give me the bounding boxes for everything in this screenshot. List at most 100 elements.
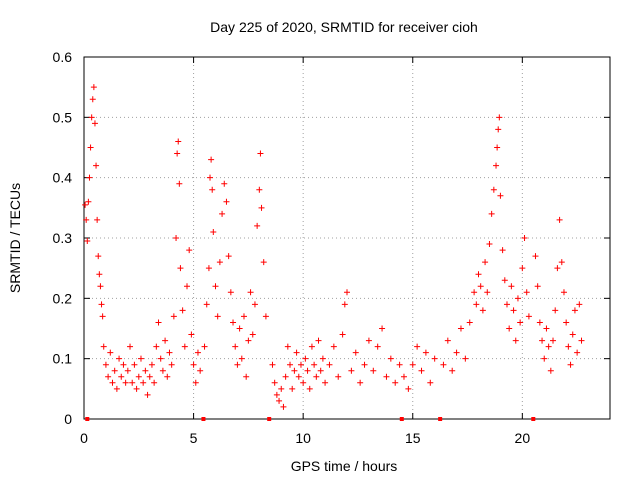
- data-point: [427, 379, 434, 386]
- grid-lines: [84, 57, 610, 419]
- data-point: [490, 186, 497, 193]
- data-point: [501, 277, 508, 284]
- data-point: [418, 367, 425, 374]
- data-point: [260, 259, 267, 266]
- y-tick-label: 0.4: [53, 170, 73, 186]
- data-point: [563, 319, 570, 326]
- data-point: [300, 379, 307, 386]
- data-point: [230, 319, 237, 326]
- data-point: [148, 361, 155, 368]
- data-point: [236, 325, 243, 332]
- data-point: [304, 367, 311, 374]
- data-point: [257, 150, 264, 157]
- x-tick-label: 10: [295, 430, 311, 446]
- data-point: [545, 343, 552, 350]
- data-point: [146, 373, 153, 380]
- data-point: [514, 295, 521, 302]
- data-point: [98, 301, 105, 308]
- data-point: [471, 289, 478, 296]
- data-point: [352, 349, 359, 356]
- data-point: [111, 367, 118, 374]
- data-point: [256, 186, 263, 193]
- data-point: [170, 313, 177, 320]
- data-point: [392, 379, 399, 386]
- data-point: [96, 271, 103, 278]
- data-point: [137, 355, 144, 362]
- data-point: [122, 379, 129, 386]
- data-point: [554, 265, 561, 272]
- data-point: [475, 271, 482, 278]
- data-point: [466, 319, 473, 326]
- data-point: [164, 373, 171, 380]
- data-point: [82, 201, 89, 208]
- data-point: [576, 301, 583, 308]
- data-point: [525, 313, 532, 320]
- data-point: [232, 343, 239, 350]
- data-point: [190, 361, 197, 368]
- data-point: [89, 96, 96, 103]
- data-point: [157, 355, 164, 362]
- data-point: [512, 337, 519, 344]
- data-point: [547, 367, 554, 374]
- data-point: [379, 325, 386, 332]
- data-point: [177, 265, 184, 272]
- data-point: [91, 120, 98, 127]
- data-point: [422, 349, 429, 356]
- data-point: [168, 361, 175, 368]
- data-point: [238, 355, 245, 362]
- data-point: [556, 216, 563, 223]
- data-point: [113, 385, 120, 392]
- data-point: [477, 283, 484, 290]
- data-point: [558, 259, 565, 266]
- data-point: [291, 367, 298, 374]
- data-point: [254, 222, 261, 229]
- data-point: [457, 325, 464, 332]
- data-point: [361, 361, 368, 368]
- data-point: [127, 343, 134, 350]
- data-point: [282, 373, 289, 380]
- data-point: [140, 379, 147, 386]
- data-point: [280, 403, 287, 410]
- chart-title: Day 225 of 2020, SRMTID for receiver cio…: [210, 19, 478, 35]
- data-point: [287, 361, 294, 368]
- data-point: [560, 289, 567, 296]
- data-point: [276, 397, 283, 404]
- data-point: [510, 307, 517, 314]
- data-point: [85, 198, 92, 205]
- data-point: [571, 307, 578, 314]
- data-point: [550, 337, 557, 344]
- data-point: [221, 180, 228, 187]
- x-tick-label: 20: [515, 430, 531, 446]
- axes: [83, 56, 611, 420]
- data-point: [225, 253, 232, 260]
- data-point: [201, 343, 208, 350]
- data-point: [203, 301, 210, 308]
- data-point: [88, 114, 95, 121]
- data-point: [155, 319, 162, 326]
- data-point: [322, 379, 329, 386]
- data-point: [499, 247, 506, 254]
- data-point: [205, 265, 212, 272]
- data-point: [473, 301, 480, 308]
- data-point: [488, 210, 495, 217]
- data-point: [313, 373, 320, 380]
- data-point: [284, 343, 291, 350]
- data-point: [129, 379, 136, 386]
- data-point: [109, 379, 116, 386]
- data-point: [308, 343, 315, 350]
- data-point: [186, 247, 193, 254]
- data-point: [462, 355, 469, 362]
- data-point: [102, 361, 109, 368]
- data-point: [262, 313, 269, 320]
- data-point: [506, 325, 513, 332]
- data-point: [240, 313, 247, 320]
- data-point: [317, 367, 324, 374]
- data-point: [214, 313, 221, 320]
- data-point: [493, 162, 500, 169]
- y-tick-label: 0: [64, 411, 72, 427]
- data-point: [159, 367, 166, 374]
- data-point: [133, 385, 140, 392]
- data-point: [565, 343, 572, 350]
- data-point: [306, 385, 313, 392]
- data-point: [234, 361, 241, 368]
